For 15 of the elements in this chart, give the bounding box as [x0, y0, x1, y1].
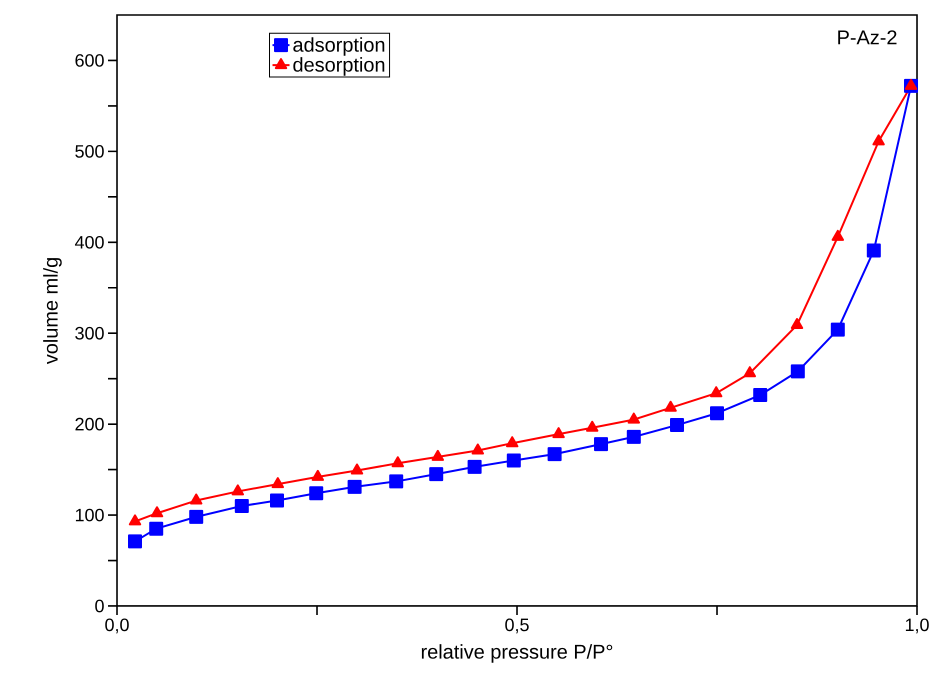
- legend-label: desorption: [293, 57, 384, 76]
- y-tick-label: 400: [74, 236, 104, 249]
- y-tick-label: 600: [75, 54, 104, 67]
- x-tick-label: 1,0: [906, 618, 929, 634]
- y-tick-label: 100: [76, 508, 104, 522]
- y-tick-label: 300: [75, 326, 104, 340]
- annotation: P-Az-2: [838, 30, 896, 44]
- x-axis-title: relative pressure P/P°: [422, 644, 612, 663]
- y-tick-label: 500: [75, 145, 104, 158]
- y-tick-label: 200: [75, 418, 104, 430]
- x-tick-label: 0,5: [505, 618, 529, 634]
- legend-label: adsorption: [293, 37, 384, 56]
- x-tick-label: 0,0: [105, 618, 129, 634]
- y-axis-title: volume ml/g: [43, 258, 62, 364]
- y-tick-label: 0: [95, 600, 104, 612]
